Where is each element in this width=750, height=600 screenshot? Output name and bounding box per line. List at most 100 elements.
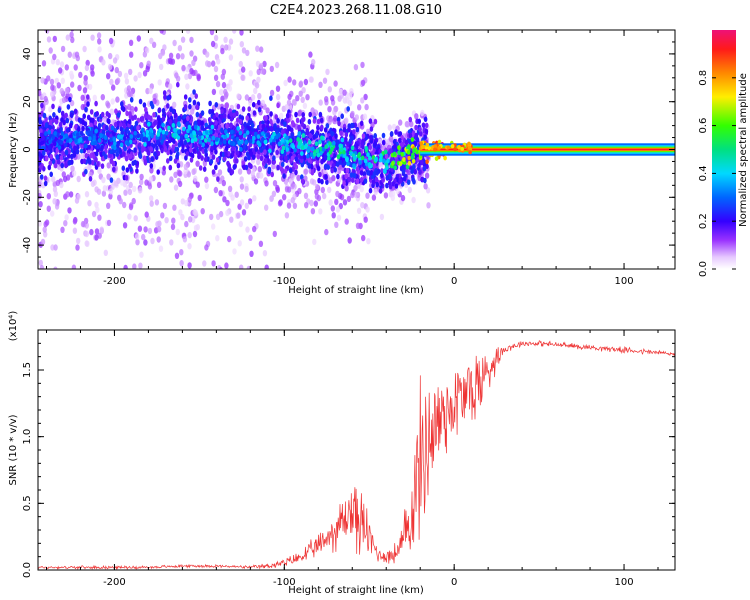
heatmap-cell	[157, 120, 161, 126]
heatmap-cell	[47, 145, 52, 150]
heatmap-cell	[211, 260, 216, 267]
heatmap-cell	[147, 121, 151, 127]
heatmap-cell	[248, 99, 253, 107]
heatmap-cell	[149, 37, 154, 44]
heatmap-cell	[351, 177, 355, 183]
heatmap-cell	[232, 164, 237, 170]
heatmap-cell	[199, 4, 203, 10]
heatmap-cell	[116, 147, 120, 154]
heatmap-cell	[51, 103, 55, 110]
heatmap-cell	[322, 77, 328, 84]
heatmap-cell	[312, 118, 317, 124]
heatmap-cell	[393, 143, 397, 150]
heatmap-cell	[104, 9, 108, 15]
heatmap-cell	[423, 134, 428, 140]
heatmap-cell	[89, 152, 93, 159]
heatmap-cell	[67, 207, 72, 214]
heatmap-cell	[245, 226, 250, 233]
heatmap-cell	[296, 137, 301, 142]
heatmap-cell	[177, 180, 183, 188]
heatmap-cell	[406, 169, 411, 177]
heatmap-cell	[239, 30, 244, 36]
heatmap-cell	[238, 134, 243, 140]
heatmap-cell	[50, 91, 55, 98]
heatmap-cell	[224, 151, 228, 157]
heatmap-cell	[347, 176, 352, 183]
heatmap-cell	[57, 145, 62, 151]
heatmap-cell	[108, 52, 113, 60]
heatmap-cell	[39, 174, 44, 180]
heatmap-cell	[97, 22, 101, 28]
heatmap-cell	[320, 135, 324, 141]
heatmap-cell	[294, 169, 298, 176]
heatmap-cell	[85, 1, 89, 7]
heatmap-cell	[417, 118, 422, 125]
heatmap-cell	[150, 156, 154, 162]
heatmap-cell	[82, 45, 87, 53]
heatmap-cell	[281, 145, 286, 151]
heatmap-cell	[263, 127, 268, 133]
snr-multiplier: (x10⁴)	[8, 311, 19, 342]
heatmap-cell	[153, 151, 157, 157]
heatmap-cell	[300, 96, 305, 104]
heatmap-cell	[316, 118, 321, 125]
heatmap-cell	[114, 66, 120, 74]
heatmap-cell	[100, 94, 106, 101]
heatmap-cell	[88, 171, 93, 178]
heatmap-cell	[194, 93, 198, 99]
heatmap-cell	[360, 155, 365, 161]
heatmap-cell	[102, 185, 108, 192]
heatmap-cell	[255, 45, 260, 52]
heatmap-cell	[237, 240, 242, 247]
heatmap-cell	[71, 10, 75, 16]
heatmap-cell	[98, 0, 102, 4]
heatmap-cell	[158, 245, 164, 252]
heatmap-cell	[64, 214, 69, 221]
heatmap-cell	[214, 124, 218, 130]
colorbar-tick-label: 0.8	[698, 70, 709, 86]
heatmap-cell	[68, 138, 73, 143]
heatmap-cell	[209, 30, 215, 36]
heatmap-cell	[94, 201, 99, 209]
colorbar-ticks: 0.0 0.2 0.4 0.6 0.8	[698, 70, 736, 277]
heatmap-cell	[66, 104, 71, 110]
heatmap-cell	[163, 146, 168, 153]
heatmap-cell	[171, 144, 176, 150]
heatmap-cell	[205, 51, 210, 58]
heatmap-cell	[245, 49, 250, 57]
heatmap-cell	[132, 185, 137, 193]
x-tick-label: -200	[103, 276, 126, 287]
heatmap-cell	[222, 196, 227, 203]
y-tick-label: -40	[22, 237, 33, 253]
heatmap-cell	[68, 96, 72, 103]
heatmap-cell	[103, 135, 108, 141]
heatmap-cell	[227, 127, 231, 133]
heatmap-cell	[141, 233, 146, 241]
heatmap-cell	[49, 78, 55, 86]
x-tick-label: -100	[273, 276, 296, 287]
heatmap-cell	[197, 153, 201, 160]
heatmap-cell	[177, 115, 181, 122]
heatmap-cell	[123, 189, 128, 196]
heatmap-cell	[219, 137, 224, 143]
heatmap-cell	[74, 138, 78, 144]
heatmap-cell	[333, 105, 339, 113]
heatmap-cell	[72, 152, 77, 158]
heatmap-cell	[339, 147, 344, 153]
heatmap-cell	[418, 169, 422, 175]
heatmap-cell	[368, 118, 373, 124]
heatmap-cell	[210, 124, 215, 130]
heatmap-cell	[395, 187, 400, 195]
heatmap-cell	[316, 165, 321, 172]
heatmap-cell	[147, 227, 153, 235]
heatmap-cell	[322, 192, 327, 200]
heatmap-cell	[109, 108, 115, 116]
heatmap-cell	[245, 115, 249, 121]
heatmap-cell	[258, 240, 264, 247]
heatmap-cell	[250, 94, 256, 101]
heatmap-cell	[192, 148, 196, 154]
heatmap-cell	[168, 119, 173, 125]
heatmap-cell	[369, 126, 374, 132]
heatmap-cell	[76, 132, 80, 138]
